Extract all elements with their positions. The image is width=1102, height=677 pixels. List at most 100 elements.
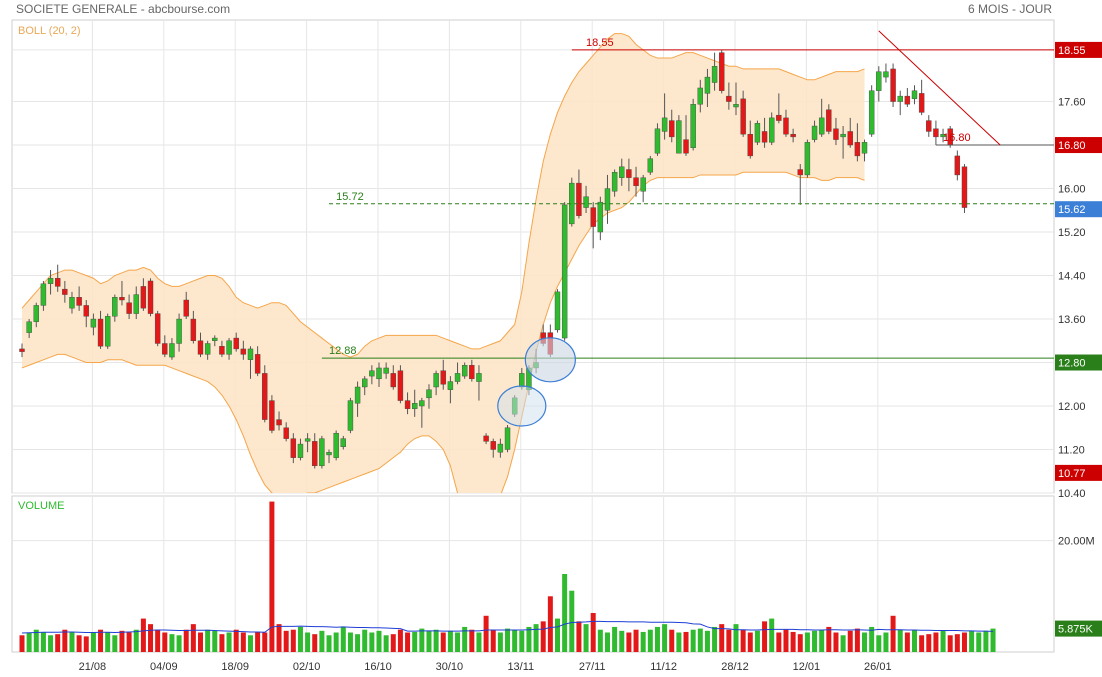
volume-bar	[597, 629, 603, 652]
candle-down	[62, 288, 68, 295]
candle-up	[661, 117, 668, 132]
volume-bar	[362, 629, 368, 652]
candle-up	[347, 400, 354, 431]
y-tick-label: 12.00	[1058, 401, 1086, 413]
y-tick-label: 15.20	[1058, 227, 1086, 239]
candle-down	[918, 93, 925, 113]
volume-bar	[640, 631, 646, 652]
volume-bar	[83, 636, 89, 652]
candle-down	[847, 131, 853, 146]
candle-down	[19, 348, 25, 352]
candle-up	[733, 104, 739, 108]
x-tick-label: 27/11	[579, 661, 606, 673]
candle-up	[497, 443, 504, 453]
candle-down	[683, 139, 689, 154]
candle-down	[83, 305, 89, 317]
candle-up	[711, 66, 718, 83]
volume-bar	[826, 626, 832, 652]
candle-down	[183, 299, 189, 317]
bollinger-label: BOLL (20, 2)	[18, 25, 81, 37]
x-tick-label: 16/10	[364, 661, 392, 673]
candle-up	[26, 321, 32, 333]
candle-up	[326, 452, 332, 456]
y-tick-label: 10.40	[1058, 488, 1086, 500]
volume-bar	[762, 621, 768, 652]
candle-up	[333, 432, 339, 458]
volume-bar	[562, 574, 568, 652]
chart-title: SOCIETE GENERALE - abcbourse.com	[16, 2, 231, 16]
candle-up	[897, 95, 903, 102]
volume-bar	[719, 624, 725, 652]
candle-down	[262, 373, 268, 420]
candle-down	[719, 52, 725, 91]
volume-bar	[712, 626, 718, 652]
volume-bar	[961, 632, 967, 652]
volume-bar	[276, 624, 282, 652]
candle-up	[561, 204, 568, 339]
volume-bar	[476, 632, 482, 652]
volume-bar	[776, 632, 782, 652]
volume-bar	[340, 626, 346, 652]
candle-up	[104, 316, 111, 347]
volume-bar	[390, 634, 396, 652]
candle-down	[162, 343, 168, 355]
volume-bar	[769, 618, 775, 652]
volume-bar	[969, 630, 975, 652]
volume-bar	[290, 629, 296, 652]
volume-tag-label: 5.875K	[1058, 624, 1094, 636]
volume-bar	[862, 632, 868, 652]
candle-up	[861, 142, 868, 154]
volume-bar	[247, 635, 253, 652]
candle-up	[383, 367, 389, 374]
volume-bar	[754, 630, 760, 652]
candle-down	[890, 68, 896, 102]
volume-bar	[90, 632, 96, 652]
volume-label: VOLUME	[18, 500, 64, 512]
candle-up	[583, 196, 589, 208]
candle-down	[961, 166, 968, 208]
volume-bar	[990, 628, 996, 652]
volume-bar	[148, 624, 154, 652]
volume-bar	[240, 632, 246, 652]
candle-down	[740, 98, 746, 135]
volume-bar	[347, 632, 353, 652]
candle-up	[40, 283, 47, 306]
volume-bar	[983, 630, 989, 652]
volume-bar	[633, 629, 639, 652]
volume-bar	[704, 630, 710, 652]
candle-down	[776, 114, 782, 121]
dashed-level-label: 15.72	[336, 191, 364, 203]
volume-bar	[469, 629, 475, 652]
candle-down	[126, 302, 132, 314]
volume-bar	[697, 628, 703, 652]
volume-bar	[333, 632, 339, 652]
candle-down	[833, 128, 839, 140]
volume-bar	[455, 632, 461, 652]
volume-bar	[854, 628, 860, 652]
x-tick-label: 21/08	[79, 661, 107, 673]
volume-bar	[647, 629, 653, 652]
candle-down	[140, 286, 147, 309]
candle-up	[519, 373, 525, 388]
candle-up	[883, 71, 889, 78]
candle-down	[276, 419, 282, 426]
price-tag-label: 10.77	[1058, 468, 1086, 480]
candle-up	[676, 120, 682, 154]
volume-bar	[590, 613, 596, 652]
y-tick-label: 14.40	[1058, 271, 1086, 283]
volume-bar	[69, 632, 75, 652]
volume-bar	[733, 624, 739, 652]
candle-up	[868, 90, 875, 135]
volume-bar	[133, 629, 139, 652]
candle-up	[654, 128, 661, 154]
candle-down	[590, 207, 596, 227]
volume-bar	[55, 634, 61, 652]
candle-down	[904, 95, 911, 105]
candle-down	[761, 131, 768, 143]
volume-panel	[11, 495, 1055, 653]
volume-bar	[676, 632, 682, 652]
candle-up	[47, 278, 54, 284]
candle-down	[290, 438, 297, 458]
candle-up	[412, 403, 418, 409]
volume-bar	[497, 632, 503, 652]
